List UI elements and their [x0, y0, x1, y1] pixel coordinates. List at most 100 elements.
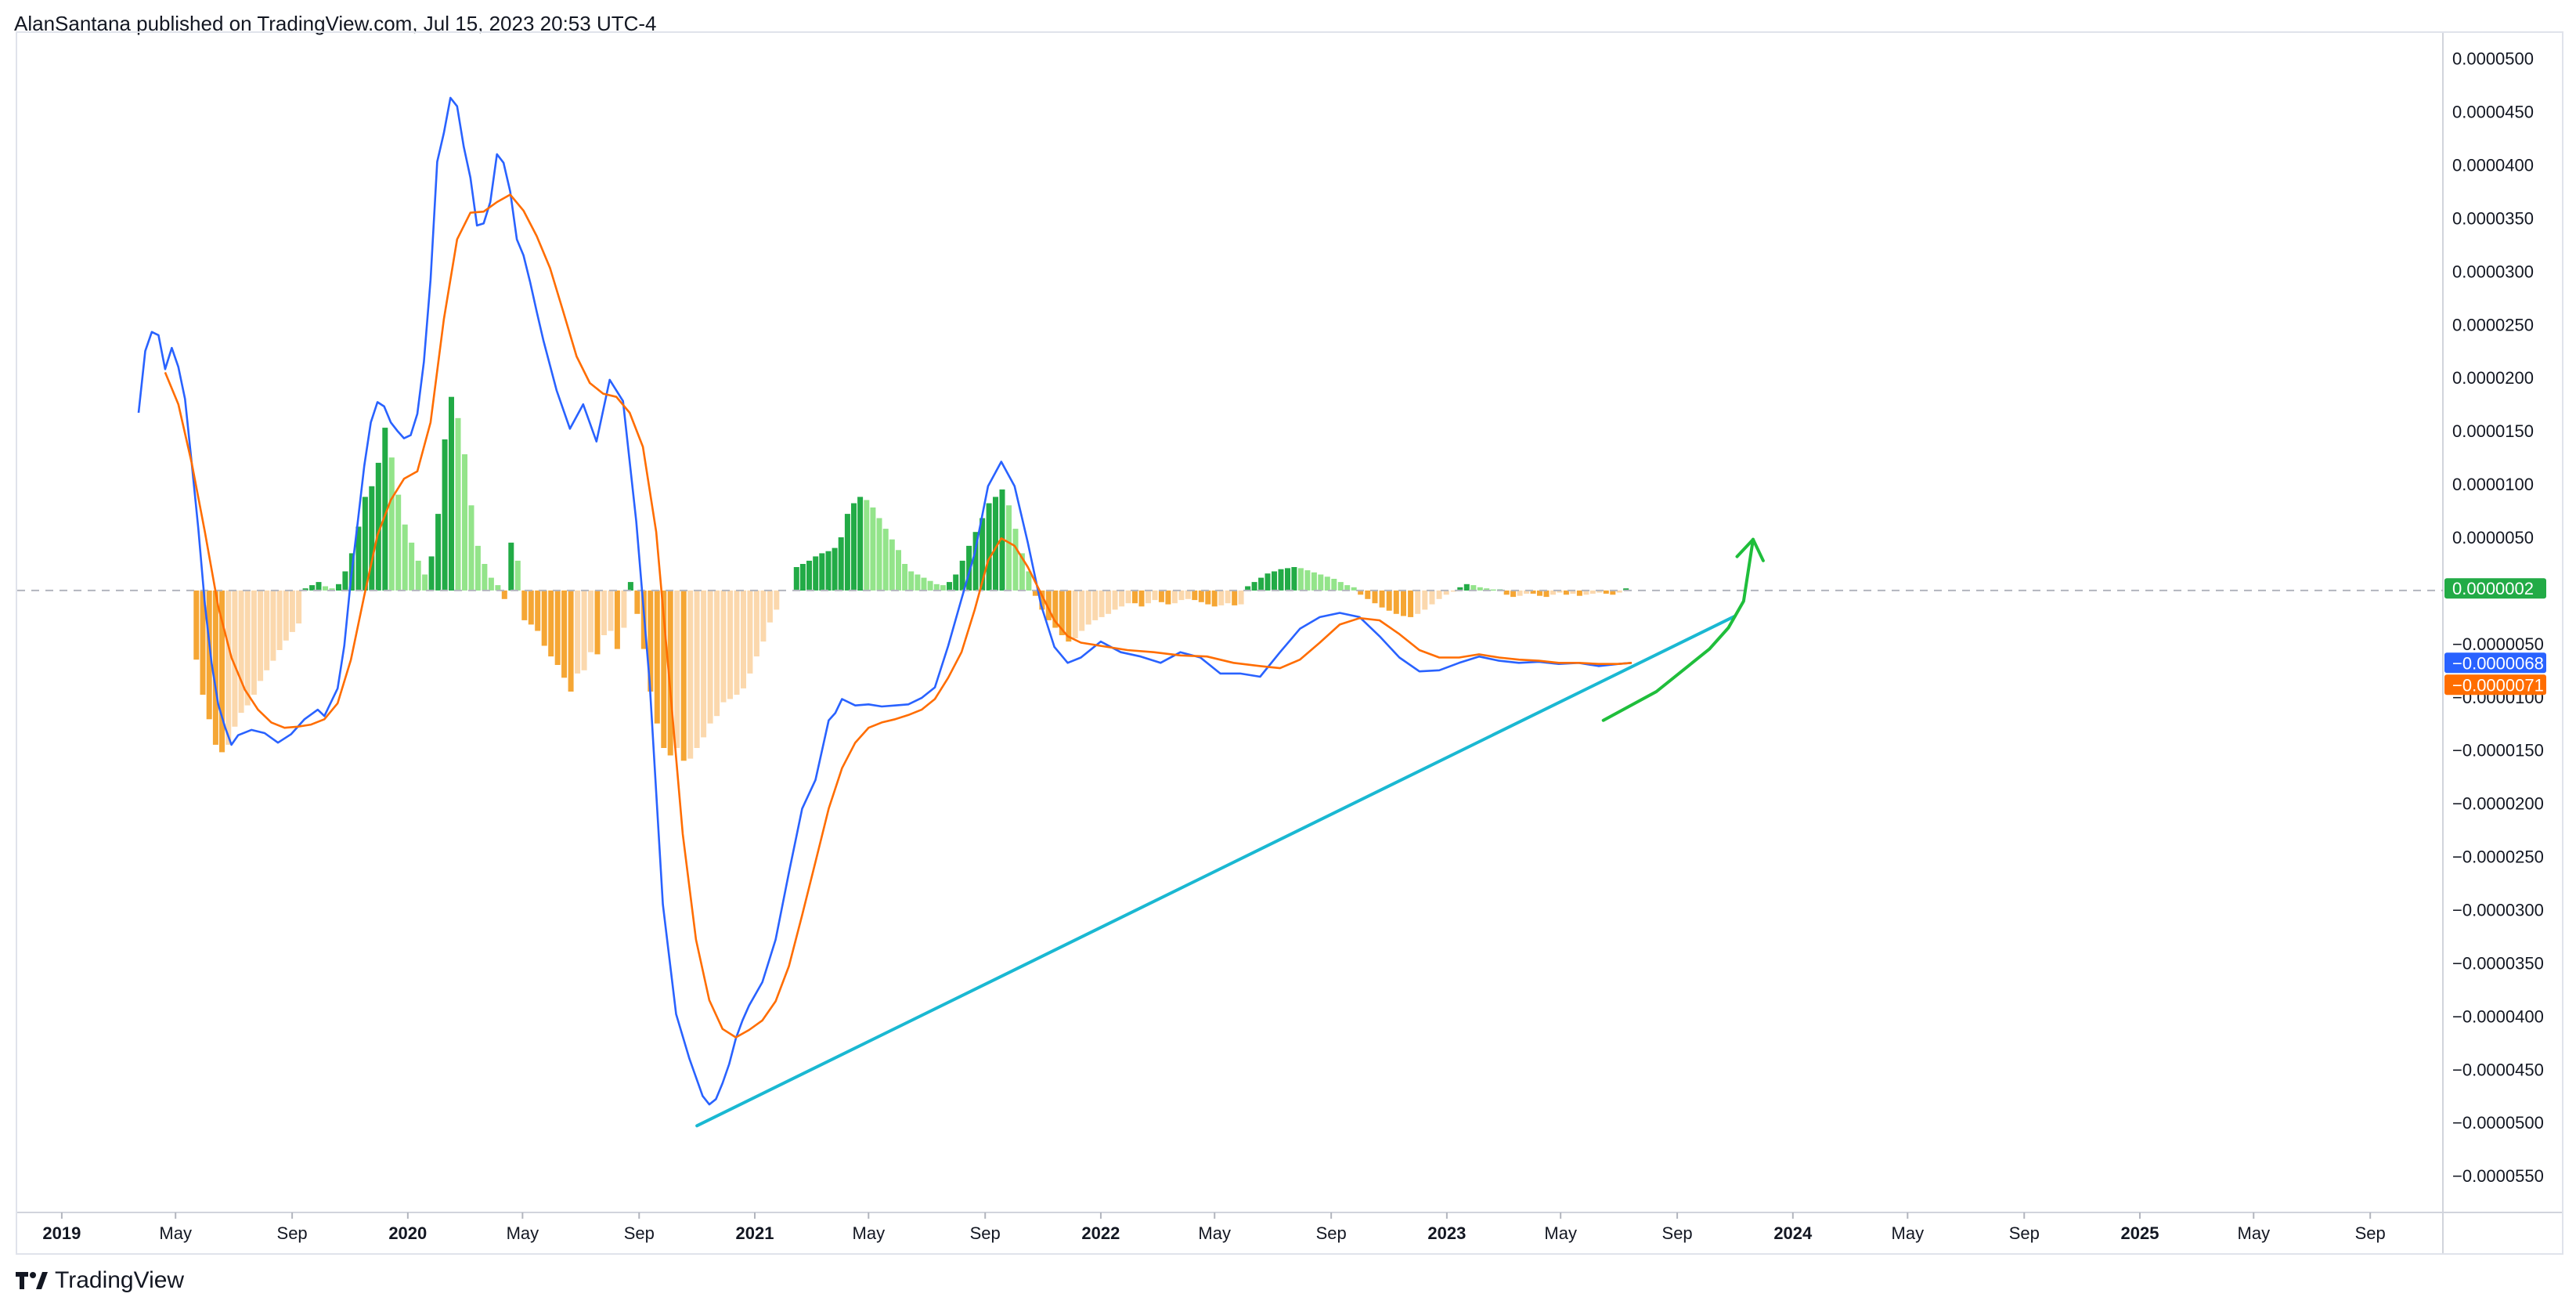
histogram-bar: [1218, 590, 1225, 605]
histogram-bar: [362, 497, 368, 591]
histogram-bar: [289, 590, 295, 632]
histogram-bar: [323, 586, 328, 591]
histogram-bar: [986, 503, 992, 591]
histogram-bar: [1032, 590, 1038, 596]
histogram-bar: [283, 590, 289, 641]
histogram-bar: [1019, 553, 1025, 591]
histogram-bar: [1463, 584, 1470, 591]
histogram-bar: [238, 590, 244, 714]
histogram-bar: [1596, 590, 1603, 593]
histogram-bar: [1185, 590, 1191, 599]
x-tick-label: May: [2238, 1223, 2271, 1243]
histogram-bar: [825, 551, 832, 591]
histogram-bar: [1158, 590, 1164, 602]
histogram-bar: [921, 577, 927, 591]
price-axis[interactable]: 0.0000500 0.0000450 0.0000400 0.0000350 0.00…: [2452, 49, 2544, 1187]
histogram-bar: [528, 590, 534, 625]
x-tick-label: May: [159, 1223, 192, 1243]
histogram-bar: [1152, 590, 1158, 601]
histogram-bar: [355, 526, 362, 591]
histogram-bar: [474, 545, 481, 591]
histogram-bar: [680, 590, 687, 761]
histogram-bar: [1198, 590, 1204, 602]
x-tick-label: May: [1892, 1223, 1925, 1243]
histogram-bar: [1245, 586, 1251, 591]
macd-line: [137, 96, 1633, 1106]
y-tick-label: 0.0000400: [2452, 156, 2534, 175]
histogram-bar: [495, 585, 501, 591]
x-tick-label: Sep: [1316, 1223, 1347, 1243]
price-label-text: −0.0000068: [2452, 653, 2544, 673]
y-tick-label: −0.0000400: [2452, 1006, 2544, 1026]
histogram-bar: [1079, 590, 1085, 631]
histogram-bar: [1490, 589, 1496, 591]
histogram-bar: [747, 590, 753, 674]
histogram-bar: [864, 500, 870, 591]
y-tick-label: −0.0000250: [2452, 847, 2544, 867]
histogram-bar: [535, 590, 541, 631]
histogram-bar: [1145, 590, 1151, 604]
histogram-bar: [206, 590, 212, 720]
histogram-bar: [1039, 590, 1045, 610]
histogram-bar: [993, 497, 998, 591]
y-tick-label: −0.0000150: [2452, 741, 2544, 761]
histogram-bar: [1225, 590, 1231, 604]
y-tick-label: −0.0000350: [2452, 953, 2544, 973]
histogram-bar: [1331, 579, 1337, 591]
histogram-bar: [336, 584, 341, 591]
y-tick-label: 0.0000250: [2452, 315, 2534, 334]
histogram-bar: [1112, 590, 1118, 610]
histogram-bar: [568, 590, 574, 692]
histogram-bar: [832, 547, 838, 591]
y-tick-label: −0.0000550: [2452, 1166, 2544, 1186]
histogram-bar: [634, 590, 640, 614]
histogram-bar: [382, 428, 388, 591]
histogram-bar: [851, 503, 857, 591]
histogram-bar: [1510, 590, 1517, 598]
histogram-bar: [1393, 590, 1399, 614]
histogram-bar: [1503, 590, 1510, 595]
histogram-bar: [1272, 571, 1277, 591]
x-tick-label: May: [1544, 1223, 1577, 1243]
histogram-bar: [667, 590, 673, 756]
histogram-bar: [774, 590, 780, 610]
histogram-bar: [1178, 590, 1185, 601]
y-tick-label: 0.0000150: [2452, 421, 2534, 441]
histogram-bar: [1557, 590, 1563, 593]
histogram-bar: [674, 590, 680, 748]
histogram-bar: [1066, 590, 1072, 642]
histogram-bar: [1297, 568, 1304, 591]
histogram-bar: [1379, 590, 1385, 608]
histogram-bar: [1436, 590, 1442, 599]
histogram-bar: [1517, 590, 1523, 596]
y-tick-label: 0.0000300: [2452, 262, 2534, 281]
histogram-bar: [1351, 587, 1357, 591]
histogram-bar: [1530, 590, 1536, 594]
histogram-bar: [793, 567, 799, 591]
histogram-bar: [1576, 590, 1582, 596]
histogram-bar: [1026, 571, 1032, 591]
trendline: [695, 614, 1737, 1128]
tradingview-logo-icon: [16, 1272, 48, 1289]
histogram-bar: [1365, 590, 1371, 599]
histogram-bar: [251, 590, 257, 695]
x-tick-label: Sep: [1662, 1223, 1693, 1243]
histogram-bar: [1623, 588, 1629, 591]
histogram-bar: [1457, 587, 1463, 591]
histogram-bar: [896, 550, 901, 591]
histogram-bar: [1285, 568, 1290, 591]
time-axis[interactable]: 2019 May Sep 2020 May Sep 2021 May Sep 2022 May Sep…: [42, 1212, 2386, 1243]
histogram-bar: [501, 590, 507, 599]
histogram-bar: [541, 590, 547, 646]
histogram-bar: [375, 462, 381, 591]
histogram-bar: [908, 571, 915, 591]
histogram-bar: [819, 553, 825, 591]
histogram-bar: [1443, 590, 1449, 595]
tradingview-brand: TradingView: [55, 1267, 185, 1293]
y-tick-label: −0.0000200: [2452, 794, 2544, 814]
histogram-bar: [200, 590, 206, 695]
histogram-bar: [947, 582, 952, 591]
histogram-bar: [482, 564, 488, 591]
histogram-bar: [1415, 590, 1421, 614]
